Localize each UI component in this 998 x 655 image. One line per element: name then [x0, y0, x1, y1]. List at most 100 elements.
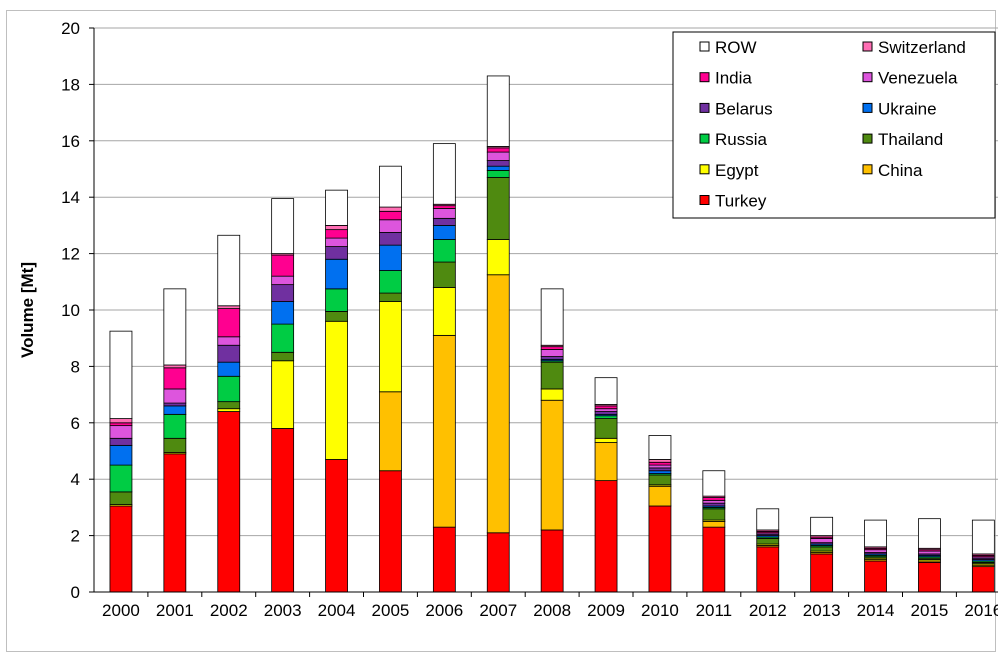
bars	[109, 75, 995, 593]
y-tick-label: 6	[71, 414, 80, 433]
bar-segment-venezuela	[379, 219, 402, 233]
y-tick-label: 18	[61, 75, 80, 94]
bar-segment-ukraine	[109, 444, 133, 466]
bar-segment-china	[594, 442, 618, 482]
legend-label-venezuela: Venezuela	[878, 69, 958, 88]
bar-segment-turkey	[540, 529, 564, 593]
bar-segment-india	[594, 405, 618, 410]
bar-segment-switzerland	[217, 305, 241, 309]
x-tick-label: 2010	[641, 601, 679, 620]
legend-label-egypt: Egypt	[715, 161, 759, 180]
bar-segment-egypt	[217, 408, 241, 412]
legend-box	[672, 31, 996, 219]
bar-segment-venezuela	[432, 208, 456, 219]
legend-label-switzerland: Switzerland	[878, 38, 966, 57]
bar-segment-china	[432, 334, 456, 528]
y-tick-label: 20	[61, 19, 80, 38]
x-tick-label: 2008	[533, 601, 571, 620]
bar-segment-turkey	[379, 470, 402, 593]
legend-swatch-russia	[699, 133, 710, 144]
legend-swatch-china	[862, 164, 873, 175]
bar-segment-venezuela	[271, 275, 295, 286]
bar-segment-row	[271, 198, 295, 255]
bar-segment-turkey	[756, 546, 780, 593]
bar-segment-belarus	[109, 437, 133, 446]
bar-segment-switzerland	[648, 459, 672, 463]
legend-swatch-thailand	[862, 133, 873, 144]
bar-segment-venezuela	[217, 336, 241, 346]
y-axis-title: Volume [Mt]	[18, 262, 37, 358]
legend-swatch-row	[699, 41, 710, 52]
bar-segment-thailand	[432, 261, 456, 288]
legend-label-thailand: Thailand	[878, 130, 943, 149]
bar-segment-switzerland	[325, 224, 348, 231]
bar-segment-ukraine	[163, 405, 187, 415]
bar-segment-india	[540, 346, 564, 350]
bar-segment-belarus	[432, 217, 456, 226]
bar-segment-russia	[432, 239, 456, 263]
bar-segment-russia	[163, 413, 187, 439]
y-tick-label: 2	[71, 527, 80, 546]
bar-segment-egypt	[325, 320, 348, 460]
bar-segment-row	[379, 165, 402, 208]
x-tick-label: 2007	[479, 601, 517, 620]
bar-segment-thailand	[325, 311, 348, 322]
bar-segment-russia	[594, 415, 618, 419]
bar-segment-russia	[379, 270, 402, 294]
bar-segment-russia	[271, 323, 295, 353]
bar-segment-row	[486, 75, 510, 147]
bar-segment-russia	[325, 288, 348, 312]
x-tick-label: 2015	[911, 601, 949, 620]
bar-segment-switzerland	[379, 206, 402, 212]
x-tick-label: 2012	[749, 601, 787, 620]
legend-label-row: ROW	[715, 38, 757, 57]
bar-segment-venezuela	[594, 408, 618, 412]
bar-segment-row	[432, 143, 456, 205]
bar-segment-thailand	[594, 418, 618, 439]
legend-swatch-switzerland	[862, 41, 873, 52]
y-tick-label: 14	[61, 188, 80, 207]
bar-segment-thailand	[810, 546, 834, 552]
bar-segment-thailand	[648, 474, 672, 486]
y-tick-label: 12	[61, 245, 80, 264]
x-tick-label: 2011	[696, 601, 733, 620]
legend-swatch-ukraine	[862, 102, 873, 113]
legend-label-turkey: Turkey	[715, 192, 767, 211]
legend-swatch-egypt	[699, 164, 710, 175]
x-tick-label: 2016	[964, 601, 998, 620]
bar-segment-row	[325, 189, 348, 226]
bar-segment-venezuela	[540, 349, 564, 357]
bar-segment-india	[109, 422, 133, 427]
bar-segment-switzerland	[109, 418, 133, 424]
bar-segment-ukraine	[217, 361, 241, 377]
bar-segment-belarus	[271, 284, 295, 302]
bar-segment-belarus	[486, 160, 510, 167]
bar-segment-thailand	[271, 351, 295, 362]
bar-segment-venezuela	[648, 464, 672, 469]
bar-segment-thailand	[109, 491, 133, 505]
bar-segment-venezuela	[702, 499, 726, 504]
bar-segment-egypt	[594, 437, 618, 443]
bar-segment-venezuela	[864, 549, 887, 553]
bar-segment-china	[379, 391, 402, 472]
bar-segment-india	[432, 205, 456, 209]
bar-segment-belarus	[325, 246, 348, 260]
bar-segment-turkey	[325, 459, 348, 593]
bar-segment-venezuela	[810, 538, 834, 544]
bar-segment-row	[918, 518, 941, 549]
bar-segment-row	[163, 288, 187, 366]
x-tick-label: 2009	[587, 601, 625, 620]
bar-segment-india	[325, 229, 348, 239]
bar-segment-belarus	[540, 356, 564, 360]
legend-label-russia: Russia	[715, 130, 768, 149]
bar-segment-venezuela	[486, 151, 510, 161]
bar-segment-china	[648, 485, 672, 507]
bar-segment-venezuela	[918, 550, 941, 555]
bar-segment-russia	[109, 464, 133, 493]
bar-segment-india	[163, 367, 187, 390]
legend-swatch-turkey	[699, 195, 710, 205]
legend-label-india: India	[715, 69, 752, 88]
bar-segment-row	[648, 435, 672, 460]
bar-segment-turkey	[971, 566, 995, 593]
